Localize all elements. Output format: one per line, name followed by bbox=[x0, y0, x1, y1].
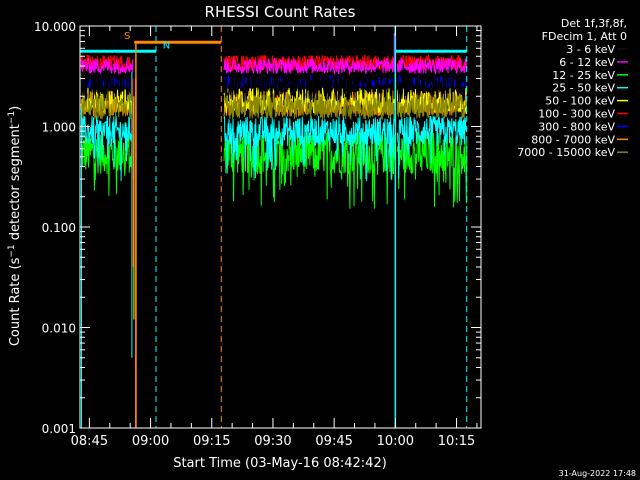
x-tick-label-6: 10:15 bbox=[438, 434, 475, 449]
series-line-0-segment-1 bbox=[223, 52, 396, 103]
footer-timestamp: 31-Aug-2022 17:48 bbox=[559, 469, 636, 478]
series-1-group bbox=[80, 57, 468, 76]
legend-label-5: 100 - 300 keV bbox=[538, 108, 615, 121]
series-line-8-segment-1 bbox=[223, 92, 396, 121]
y-tick-label-2: 0.100 bbox=[42, 221, 76, 235]
legend-header-1: FDecim 1, Att 0 bbox=[542, 30, 627, 43]
y-axis-label-end: ) bbox=[8, 106, 23, 111]
y-tick-label-1: 0.010 bbox=[42, 322, 76, 336]
legend-header-0: Det 1f,3f,8f, bbox=[561, 17, 627, 30]
plot-area bbox=[80, 26, 468, 428]
y-axis-label-mid: detector segment bbox=[8, 124, 23, 244]
y-tick-label-0: 0.001 bbox=[42, 422, 76, 436]
series-line-8-segment-2 bbox=[396, 93, 468, 119]
x-tick-label-2: 09:15 bbox=[193, 434, 230, 449]
series-line-3-segment-2 bbox=[396, 115, 468, 179]
y-axis-label-main: Count Rate (s bbox=[8, 257, 23, 346]
series-line-8-segment-0 bbox=[80, 93, 134, 120]
flag-label-n: N bbox=[163, 40, 170, 51]
x-tick-label-1: 09:00 bbox=[132, 434, 169, 449]
chart-title: RHESSI Count Rates bbox=[205, 3, 356, 21]
y-tick-label-3: 1.000 bbox=[42, 121, 76, 135]
legend-label-7: 800 - 7000 keV bbox=[531, 133, 615, 146]
axes-layer: 0.001 0.010 0.100 1.000 10.000 08:45 09:00 09:1… bbox=[34, 20, 482, 449]
legend-label-1: 6 - 12 keV bbox=[559, 56, 615, 69]
x-tick-label-3: 09:30 bbox=[254, 434, 291, 449]
legend-label-8: 7000 - 15000 keV bbox=[517, 146, 615, 159]
series-8-group bbox=[80, 92, 468, 121]
legend-label-6: 300 - 800 keV bbox=[538, 120, 615, 133]
y-axis-label-sup-2: −1 bbox=[7, 111, 17, 124]
series-line-3-segment-1 bbox=[223, 115, 396, 182]
flag-label-s: S bbox=[124, 31, 130, 42]
x-tick-label-4: 09:45 bbox=[315, 434, 352, 449]
x-tick-label-0: 08:45 bbox=[71, 434, 108, 449]
x-tick-label-5: 10:00 bbox=[377, 434, 414, 449]
x-axis-label: Start Time (03-May-16 08:42:42) bbox=[173, 456, 387, 471]
series-line-1-segment-2 bbox=[396, 57, 468, 76]
legend-label-0: 3 - 6 keV bbox=[566, 43, 615, 56]
series-line-0-segment-2 bbox=[396, 55, 468, 103]
series-3-group bbox=[80, 115, 468, 182]
series-line-3-segment-0 bbox=[80, 115, 134, 182]
y-tick-label-4: 10.000 bbox=[34, 20, 76, 34]
legend-label-3: 25 - 50 keV bbox=[552, 82, 615, 95]
series-line-1-segment-0 bbox=[80, 57, 134, 76]
legend-label-2: 12 - 25 keV bbox=[552, 69, 615, 82]
series-line-2-segment-0 bbox=[80, 130, 134, 196]
series-line-4-segment-1 bbox=[223, 87, 396, 115]
y-axis-label: Count Rate (s−1 detector segment−1) bbox=[7, 106, 23, 346]
y-axis-label-sup-1: −1 bbox=[7, 244, 17, 257]
legend-label-4: 50 - 100 keV bbox=[545, 95, 615, 108]
data-layer: SN bbox=[80, 26, 468, 428]
series-line-1-segment-1 bbox=[223, 57, 396, 76]
